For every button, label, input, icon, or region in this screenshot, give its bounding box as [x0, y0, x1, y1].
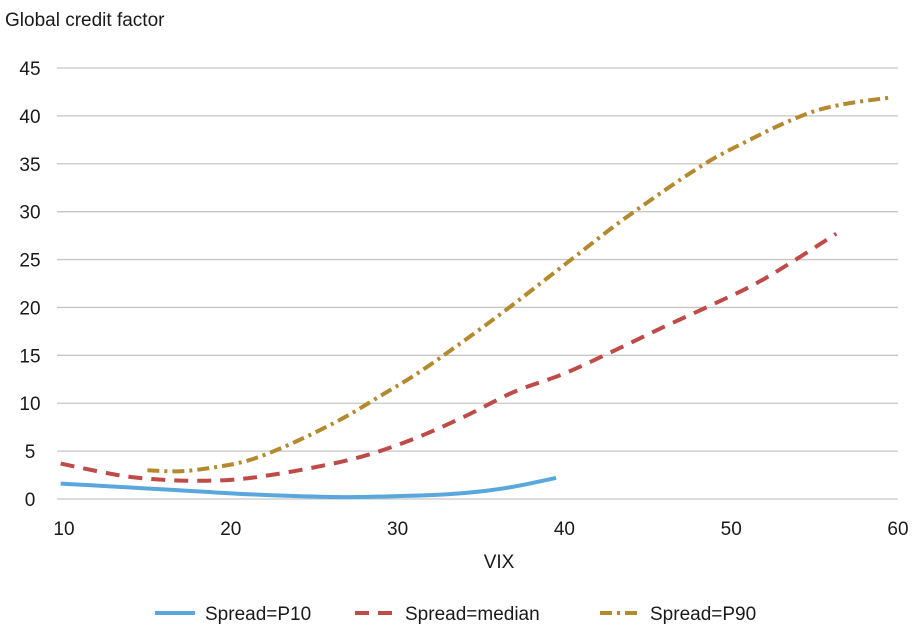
grid: [57, 67, 898, 500]
y-tick-label: 25: [19, 251, 40, 272]
y-tick-label: 45: [19, 59, 40, 80]
x-tick-label: 10: [53, 519, 74, 540]
x-tick-label: 30: [387, 519, 408, 540]
x-tick-label: 40: [554, 519, 575, 540]
x-axis-ticks: 10 20 30 40 50 60: [53, 519, 908, 540]
y-axis-title: Global credit factor: [5, 10, 165, 31]
y-tick-label: 10: [19, 394, 40, 415]
x-axis-title: VIX: [484, 552, 515, 573]
legend-label-2: Spread=median: [405, 604, 540, 625]
y-tick-label: 35: [19, 155, 40, 176]
legend-label-3: Spread=P90: [650, 604, 756, 625]
y-tick-label: 40: [19, 107, 40, 128]
x-tick-label: 50: [721, 519, 742, 540]
series-group: [60, 95, 890, 500]
y-tick-label: 5: [25, 442, 36, 463]
y-tick-label: 30: [19, 203, 40, 224]
x-tick-label: 20: [220, 519, 241, 540]
x-tick-label: 60: [887, 519, 908, 540]
legend-label-1: Spread=P10: [205, 604, 311, 625]
series-line-2: [60, 232, 838, 483]
y-tick-label: 0: [25, 490, 36, 511]
series-line-1: [60, 475, 557, 500]
legend: Spread=P10 Spread=median Spread=P90: [155, 604, 756, 625]
y-tick-label: 15: [19, 346, 40, 367]
y-axis-ticks: 0 5 10 15 20 25 30 35 40 45: [19, 59, 40, 511]
y-tick-label: 20: [19, 298, 40, 319]
series-line-3: [147, 95, 890, 474]
